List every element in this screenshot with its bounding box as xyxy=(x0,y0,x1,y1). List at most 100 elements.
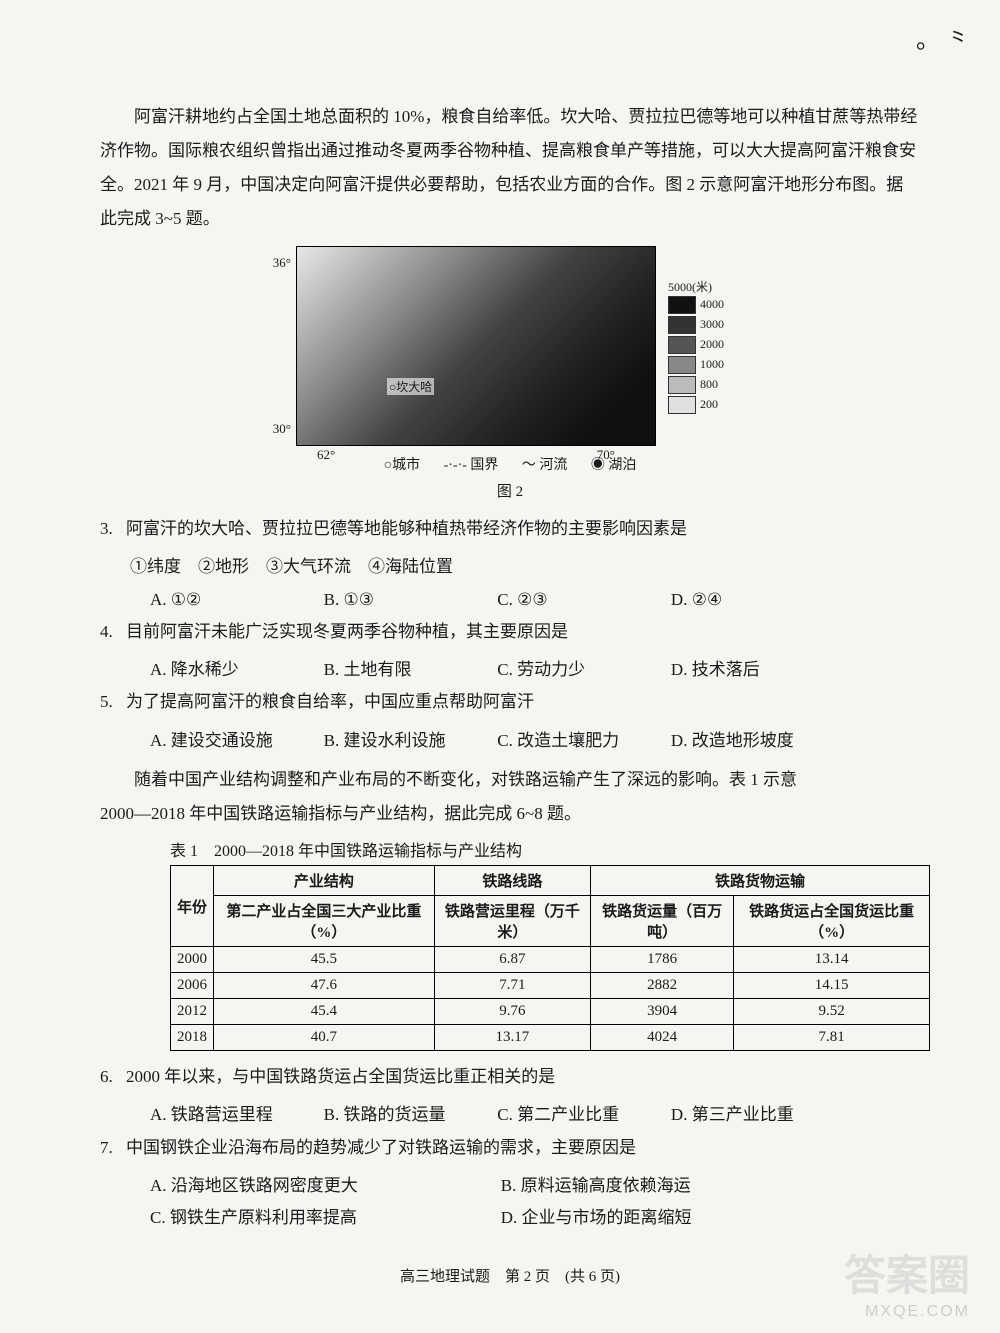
th-freight: 铁路货物运输 xyxy=(591,866,930,896)
q3-stem: 阿富汗的坎大哈、贾拉拉巴德等地能够种植热带经济作物的主要影响因素是 xyxy=(126,519,687,538)
scale-label: 4000 xyxy=(700,297,724,312)
q6-opt-a: A. 铁路营运里程 xyxy=(150,1099,319,1131)
th-c2: 铁路营运里程（万千米） xyxy=(434,896,590,947)
scale-label: 3000 xyxy=(700,317,724,332)
scale-row: 1000 xyxy=(668,355,724,375)
question-6: 6.2000 年以来，与中国铁路货运占全国货运比重正相关的是 xyxy=(100,1061,920,1093)
scale-row: 800 xyxy=(668,375,724,395)
table-cell: 7.71 xyxy=(434,973,590,999)
watermark-logo: 答案圈 xyxy=(844,1242,970,1303)
q6-opt-b: B. 铁路的货运量 xyxy=(324,1099,493,1131)
question-3: 3.阿富汗的坎大哈、贾拉拉巴德等地能够种植热带经济作物的主要影响因素是 xyxy=(100,513,920,545)
figure-2: 36° 30° 62° 70° ○坎大哈 5000(米) 4000 3000 200… xyxy=(100,246,920,501)
table-cell: 9.76 xyxy=(434,999,590,1025)
legend-city: ○城市 xyxy=(384,458,420,473)
scale-row: 4000 xyxy=(668,295,724,315)
map-image: 36° 30° 62° 70° ○坎大哈 xyxy=(296,246,656,446)
q6-number: 6. xyxy=(100,1061,126,1093)
table-cell: 40.7 xyxy=(214,1025,435,1051)
table-cell: 7.81 xyxy=(734,1025,930,1051)
lon-left: 62° xyxy=(317,445,335,463)
page-footer: 高三地理试题 第 2 页 (共 6 页) xyxy=(100,1265,920,1286)
scale-label: 200 xyxy=(700,397,718,412)
question-7: 7.中国钢铁企业沿海布局的趋势减少了对铁路运输的需求，主要原因是 xyxy=(100,1132,920,1164)
q4-opt-d: D. 技术落后 xyxy=(671,654,840,686)
th-industry: 产业结构 xyxy=(214,866,435,896)
scale-swatch xyxy=(668,356,696,374)
scale-row: 3000 xyxy=(668,315,724,335)
passage-1: 阿富汗耕地约占全国土地总面积的 10%，粮食自给率低。坎大哈、贾拉拉巴德等地可以… xyxy=(100,100,920,236)
watermark-url: MXQE.COM xyxy=(865,1303,970,1321)
scale-swatch xyxy=(668,336,696,354)
q6-opt-d: D. 第三产业比重 xyxy=(671,1099,840,1131)
q7-stem: 中国钢铁企业沿海布局的趋势减少了对铁路运输的需求，主要原因是 xyxy=(126,1138,636,1157)
table-cell: 14.15 xyxy=(734,973,930,999)
table-row: 200045.56.87178613.14 xyxy=(171,947,930,973)
table-cell: 2000 xyxy=(171,947,214,973)
table-cell: 1786 xyxy=(591,947,734,973)
scale-label: 1000 xyxy=(700,357,724,372)
q5-number: 5. xyxy=(100,686,126,718)
q5-opt-a: A. 建设交通设施 xyxy=(150,725,319,757)
q7-number: 7. xyxy=(100,1132,126,1164)
q3-opt-b: B. ①③ xyxy=(324,584,493,616)
q5-options: A. 建设交通设施 B. 建设水利设施 C. 改造土壤肥力 D. 改造地形坡度 xyxy=(100,725,920,757)
q6-stem: 2000 年以来，与中国铁路货运占全国货运比重正相关的是 xyxy=(126,1067,555,1086)
lat-bottom: 30° xyxy=(273,421,297,437)
passage-2a: 随着中国产业结构调整和产业布局的不断变化，对铁路运输产生了深远的影响。表 1 示… xyxy=(100,763,920,797)
table-cell: 45.5 xyxy=(214,947,435,973)
table-cell: 3904 xyxy=(591,999,734,1025)
scale-label: 800 xyxy=(700,377,718,392)
q4-options: A. 降水稀少 B. 土地有限 C. 劳动力少 D. 技术落后 xyxy=(100,654,920,686)
q3-factors: ①纬度 ②地形 ③大气环流 ④海陆位置 xyxy=(100,551,920,583)
scale-swatch xyxy=(668,396,696,414)
th-c4: 铁路货运占全国货运比重（%） xyxy=(734,896,930,947)
th-c1: 第二产业占全国三大产业比重（%） xyxy=(214,896,435,947)
q6-opt-c: C. 第二产业比重 xyxy=(497,1099,666,1131)
table-cell: 2012 xyxy=(171,999,214,1025)
th-c3: 铁路货运量（百万吨） xyxy=(591,896,734,947)
scale-row: 2000 xyxy=(668,335,724,355)
legend-river: ～ 河流 xyxy=(522,458,568,473)
table-row: 201245.49.7639049.52 xyxy=(171,999,930,1025)
figure-caption: 图 2 xyxy=(100,480,920,501)
q5-opt-c: C. 改造土壤肥力 xyxy=(497,725,666,757)
q7-opt-a: A. 沿海地区铁路网密度更大 xyxy=(150,1170,497,1202)
q3-number: 3. xyxy=(100,513,126,545)
q3-opt-c: C. ②③ xyxy=(497,584,666,616)
table-cell: 2018 xyxy=(171,1025,214,1051)
q5-opt-b: B. 建设水利设施 xyxy=(324,725,493,757)
passage-2b: 2000—2018 年中国铁路运输指标与产业结构，据此完成 6~8 题。 xyxy=(100,797,920,831)
q4-stem: 目前阿富汗未能广泛实现冬夏两季谷物种植，其主要原因是 xyxy=(126,622,568,641)
table-head-row-1: 年份 产业结构 铁路线路 铁路货物运输 xyxy=(171,866,930,896)
q4-opt-b: B. 土地有限 xyxy=(324,654,493,686)
elevation-legend: 5000(米) 4000 3000 2000 1000 800 200 xyxy=(668,278,724,415)
corner-scribble: 。 ⺀ xyxy=(916,20,970,55)
table-head-row-2: 第二产业占全国三大产业比重（%） 铁路营运里程（万千米） 铁路货运量（百万吨） … xyxy=(171,896,930,947)
scale-swatch xyxy=(668,376,696,394)
table-cell: 2882 xyxy=(591,973,734,999)
elevation-unit: 5000(米) xyxy=(668,278,724,295)
q4-number: 4. xyxy=(100,616,126,648)
scale-row: 200 xyxy=(668,395,724,415)
q7-opt-c: C. 钢铁生产原料利用率提高 xyxy=(150,1202,497,1234)
table-cell: 47.6 xyxy=(214,973,435,999)
table-cell: 13.14 xyxy=(734,947,930,973)
q5-stem: 为了提高阿富汗的粮食自给率，中国应重点帮助阿富汗 xyxy=(126,692,534,711)
q3-opt-a: A. ①② xyxy=(150,584,319,616)
data-table: 年份 产业结构 铁路线路 铁路货物运输 第二产业占全国三大产业比重（%） 铁路营… xyxy=(170,865,930,1051)
q3-options: A. ①② B. ①③ C. ②③ D. ②④ xyxy=(100,584,920,616)
q7-opt-d: D. 企业与市场的距离缩短 xyxy=(501,1202,848,1234)
table-cell: 6.87 xyxy=(434,947,590,973)
q4-opt-a: A. 降水稀少 xyxy=(150,654,319,686)
table-cell: 45.4 xyxy=(214,999,435,1025)
legend-border: -·-·- 国界 xyxy=(444,458,499,473)
lon-right: 70° xyxy=(597,445,615,463)
q5-opt-d: D. 改造地形坡度 xyxy=(671,725,840,757)
q7-opt-b: B. 原料运输高度依赖海运 xyxy=(501,1170,848,1202)
scale-swatch xyxy=(668,296,696,314)
table-cell: 9.52 xyxy=(734,999,930,1025)
table-row: 200647.67.71288214.15 xyxy=(171,973,930,999)
table-row: 201840.713.1740247.81 xyxy=(171,1025,930,1051)
city-kandahar: ○坎大哈 xyxy=(387,378,434,395)
